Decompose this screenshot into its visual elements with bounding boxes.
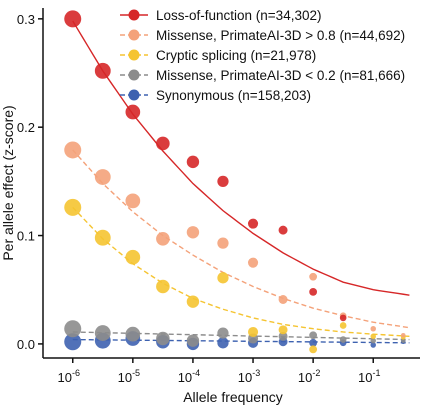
data-point xyxy=(186,226,200,239)
data-point xyxy=(339,336,347,343)
data-point xyxy=(156,232,170,246)
x-tick-label: 10-4 xyxy=(178,368,200,385)
data-point xyxy=(186,334,200,347)
data-point xyxy=(186,295,200,308)
data-point xyxy=(94,169,111,185)
x-tick-label: 10-1 xyxy=(358,368,380,385)
data-point xyxy=(217,237,229,249)
legend-marker xyxy=(128,29,140,41)
y-tick-label: 0.2 xyxy=(17,120,35,135)
data-point xyxy=(309,331,318,340)
legend-label: Cryptic splicing (n=21,978) xyxy=(156,48,316,63)
data-point xyxy=(370,342,376,348)
data-point xyxy=(64,198,82,216)
data-point xyxy=(339,314,347,322)
data-point xyxy=(64,320,82,338)
data-point xyxy=(64,333,82,351)
axes xyxy=(42,8,420,359)
data-point xyxy=(278,225,288,235)
data-point xyxy=(370,337,376,344)
ticks: 0.0 0.1 0.2 0.3 10-6 10-5 10-4 10-3 10-2 10-1 xyxy=(17,12,381,385)
data-point xyxy=(309,272,318,281)
legend-label: Loss-of-function (n=34,302) xyxy=(156,8,321,23)
data-point xyxy=(125,193,141,209)
data-point xyxy=(309,338,318,347)
data-point xyxy=(309,288,318,296)
data-point xyxy=(94,62,111,79)
data-point xyxy=(370,333,376,340)
fit-line xyxy=(72,338,410,344)
y-axis-label: Per allele effect (z-score) xyxy=(0,105,16,260)
legend-label: Missense, PrimateAI-3D < 0.2 (n=81,666) xyxy=(156,68,405,83)
data-point xyxy=(309,345,318,354)
data-point xyxy=(339,322,347,329)
legend: Loss-of-function (n=34,302) Missense, Pri… xyxy=(120,8,405,103)
legend-label: Missense, PrimateAI-3D > 0.8 (n=44,692) xyxy=(156,28,405,43)
data-point xyxy=(64,141,82,159)
data-point xyxy=(186,155,200,169)
legend-marker xyxy=(128,69,140,81)
data-point xyxy=(156,136,170,151)
data-point xyxy=(247,218,259,229)
data-point xyxy=(400,332,406,338)
legend-label: Synonymous (n=158,203) xyxy=(156,88,311,103)
y-tick-label: 0.0 xyxy=(17,337,35,352)
legend-marker xyxy=(128,9,140,21)
data-point xyxy=(370,325,376,332)
data-points xyxy=(64,10,406,354)
x-tick-label: 10-2 xyxy=(298,368,320,385)
fit-line xyxy=(72,206,410,338)
fit-line xyxy=(72,149,410,329)
data-point xyxy=(125,104,141,120)
x-tick-label: 10-6 xyxy=(57,368,79,385)
data-point xyxy=(217,175,229,188)
data-point xyxy=(125,326,141,342)
x-tick-label: 10-5 xyxy=(118,368,140,385)
y-tick-label: 0.3 xyxy=(17,12,35,27)
data-point xyxy=(156,331,170,346)
data-point xyxy=(156,279,170,294)
data-point xyxy=(64,10,82,28)
data-point xyxy=(217,327,229,339)
data-point xyxy=(125,249,141,265)
data-point xyxy=(278,295,288,304)
legend-marker xyxy=(128,49,140,61)
data-point xyxy=(247,257,259,268)
legend-marker xyxy=(128,89,140,101)
data-point xyxy=(400,338,406,343)
data-point xyxy=(94,325,111,342)
data-point xyxy=(278,325,288,335)
data-point xyxy=(217,272,229,284)
x-axis-label: Allele frequency xyxy=(183,389,283,405)
data-point xyxy=(278,331,288,341)
data-point xyxy=(94,229,111,246)
data-point xyxy=(247,326,259,338)
data-point xyxy=(217,337,229,349)
y-tick-label: 0.1 xyxy=(17,229,35,244)
x-tick-label: 10-3 xyxy=(238,368,260,385)
